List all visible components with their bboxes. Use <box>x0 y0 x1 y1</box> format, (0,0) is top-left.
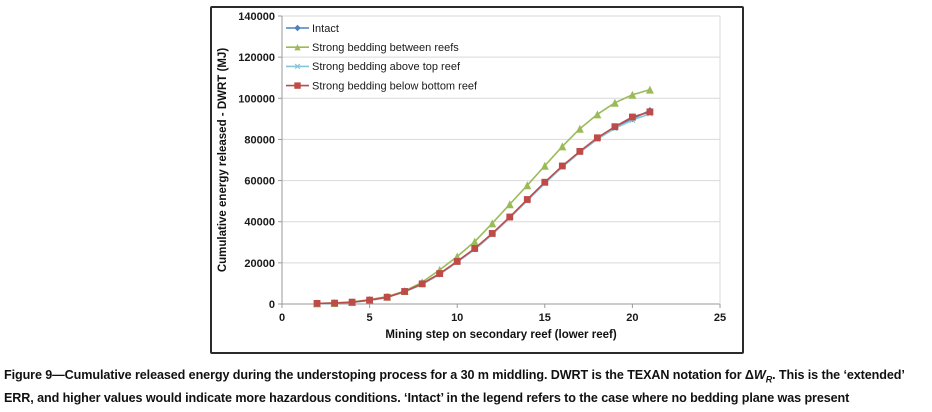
y-tick-label: 140000 <box>238 11 275 23</box>
series-marker-below-bottom-reef <box>348 298 356 306</box>
x-axis-title: Mining step on secondary reef (lower ree… <box>385 329 616 341</box>
series-marker-below-bottom-reef <box>646 108 654 116</box>
series-line-above-top-reef <box>317 112 651 305</box>
caption-subscript-r: R <box>765 374 773 385</box>
x-tick-label: 25 <box>714 312 726 324</box>
caption-text: Figure 9—Cumulative released energy duri… <box>4 368 754 382</box>
y-tick-label: 40000 <box>244 217 275 229</box>
series-marker-between-reefs <box>610 98 619 107</box>
y-axis-title: Cumulative energy released - DWRT (MJ) <box>217 48 229 272</box>
series-marker-below-bottom-reef <box>593 134 601 142</box>
y-tick-label: 100000 <box>238 93 275 105</box>
series-marker-between-reefs <box>505 200 514 209</box>
y-tick-label: 60000 <box>244 176 275 188</box>
legend-label-between-reefs: Strong bedding between reefs <box>312 42 459 54</box>
caption-italic-w: W <box>753 368 766 382</box>
y-tick-label: 120000 <box>238 52 275 64</box>
series-marker-between-reefs <box>558 142 567 151</box>
series-marker-below-bottom-reef <box>471 245 479 252</box>
series-marker-below-bottom-reef <box>418 280 426 288</box>
chart-frame: 0 20000 40000 60000 80000 100000 120000 140000 0… <box>210 6 744 354</box>
legend-marker-intact <box>294 24 301 32</box>
series-marker-below-bottom-reef <box>541 178 549 186</box>
series-marker-below-bottom-reef <box>331 299 338 307</box>
x-tick-label: 20 <box>626 312 638 324</box>
series-marker-below-bottom-reef <box>523 196 531 203</box>
series-marker-below-bottom-reef <box>366 296 373 304</box>
series-marker-below-bottom-reef <box>629 113 636 121</box>
series-marker-below-bottom-reef <box>453 258 461 265</box>
caption-text-line2: ERR, and higher values would indicate mo… <box>4 390 850 405</box>
series-marker-below-bottom-reef <box>558 162 566 170</box>
series-marker-below-bottom-reef <box>488 230 496 237</box>
series-marker-between-reefs <box>645 85 654 94</box>
series-marker-below-bottom-reef <box>506 213 514 221</box>
y-tick-label: 20000 <box>244 258 275 270</box>
series-line-between-reefs <box>317 88 651 305</box>
legend-marker-below-bottom-reef <box>294 82 301 89</box>
series-marker-between-reefs <box>523 181 532 190</box>
x-tick-label: 0 <box>279 312 285 324</box>
series-marker-below-bottom-reef <box>401 288 409 295</box>
series-marker-between-reefs <box>628 90 637 99</box>
x-tick-label: 10 <box>451 312 463 324</box>
series-marker-between-reefs <box>488 219 497 228</box>
line-chart: 0 20000 40000 60000 80000 100000 120000 140000 0… <box>217 11 726 341</box>
figure-caption: Figure 9—Cumulative released energy duri… <box>4 366 930 407</box>
legend-label-below-bottom-reef: Strong bedding below bottom reef <box>312 80 478 92</box>
series-marker-below-bottom-reef <box>436 270 444 277</box>
series-marker-between-reefs <box>575 124 584 133</box>
legend-label-intact: Intact <box>312 23 339 35</box>
series-marker-below-bottom-reef <box>611 123 619 131</box>
y-tick-label: 80000 <box>244 134 275 146</box>
series-marker-between-reefs <box>540 161 549 170</box>
x-tick-label: 15 <box>539 312 551 324</box>
x-tick-label: 5 <box>367 312 373 324</box>
legend-marker-above-top-reef <box>294 63 301 70</box>
caption-text: . This is the ‘extended’ <box>772 368 905 382</box>
series-marker-between-reefs <box>593 110 602 119</box>
y-tick-label: 0 <box>269 299 275 311</box>
series-marker-below-bottom-reef <box>576 147 584 155</box>
legend-marker-between-reefs <box>294 44 301 51</box>
series-marker-below-bottom-reef <box>383 293 391 301</box>
series-marker-between-reefs <box>470 237 479 246</box>
legend-label-above-top-reef: Strong bedding above top reef <box>312 61 461 73</box>
series-marker-below-bottom-reef <box>313 299 321 307</box>
